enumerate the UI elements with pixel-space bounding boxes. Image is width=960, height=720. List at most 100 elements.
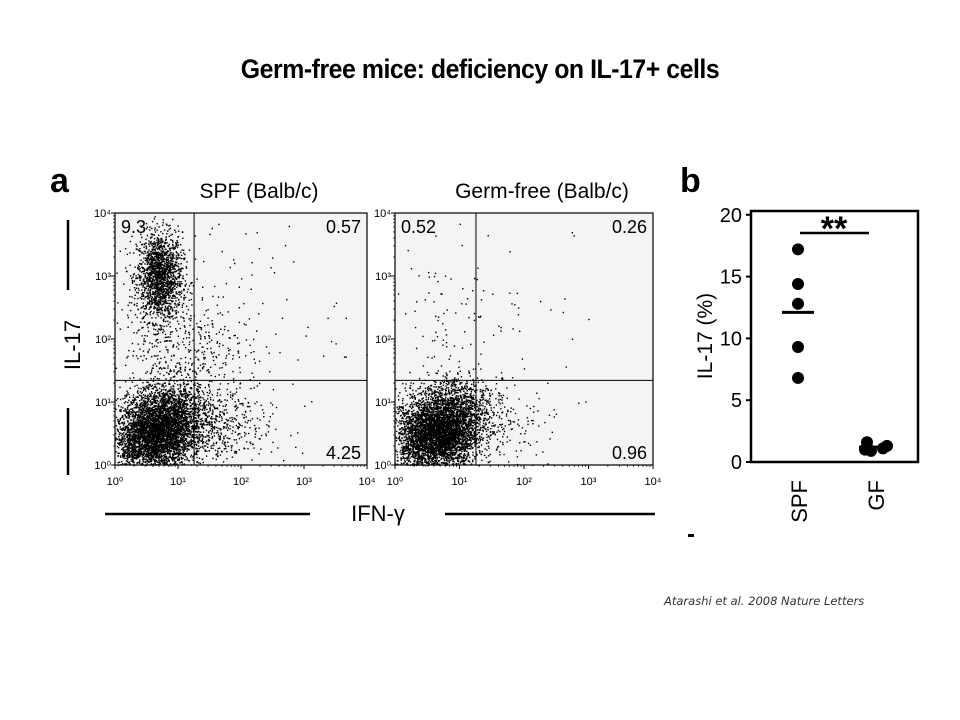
event-dot (152, 364, 154, 367)
event-dot (153, 301, 155, 303)
event-dot (140, 263, 143, 265)
event-dot (172, 243, 174, 246)
event-dot (167, 426, 170, 428)
event-dot (169, 260, 171, 262)
event-dot (160, 457, 163, 459)
event-dot (174, 229, 176, 231)
event-dot (131, 282, 134, 284)
event-dot (160, 420, 162, 422)
event-dot (148, 240, 150, 242)
event-dot (132, 274, 135, 276)
event-dot (164, 281, 166, 284)
event-dot (152, 251, 154, 253)
event-dot (156, 428, 158, 431)
event-dot (120, 464, 122, 466)
event-dot (132, 461, 134, 463)
event-dot (144, 395, 146, 398)
event-dot (133, 252, 135, 254)
event-dot (140, 418, 142, 421)
event-dot (155, 448, 157, 451)
event-dot (138, 444, 141, 447)
event-dot (139, 241, 141, 243)
event-dot (144, 407, 146, 409)
event-dot (176, 246, 179, 249)
event-dot (132, 431, 134, 433)
event-dot (156, 237, 159, 239)
event-dot (171, 309, 174, 311)
event-dot (147, 278, 149, 281)
event-dot (140, 421, 142, 423)
event-dot (168, 243, 170, 245)
event-dot (123, 423, 126, 425)
event-dot (162, 224, 164, 226)
event-dot (131, 277, 133, 279)
event-dot (124, 454, 126, 456)
event-dot (168, 283, 170, 285)
event-dot (121, 438, 123, 441)
event-dot (171, 388, 173, 390)
event-dot (130, 439, 133, 441)
event-dot (169, 287, 171, 289)
event-dot (155, 329, 157, 331)
event-dot (161, 273, 163, 275)
event-dot (162, 300, 164, 302)
event-dot (159, 441, 162, 444)
event-dot (171, 288, 173, 291)
event-dot (154, 412, 156, 415)
event-dot (140, 463, 142, 465)
event-dot (157, 301, 159, 303)
event-dot (160, 285, 163, 287)
event-dot (138, 433, 140, 436)
event-dot (156, 409, 158, 411)
event-dot (139, 405, 142, 408)
event-dot (162, 278, 165, 280)
event-dot (172, 440, 174, 442)
event-dot (169, 265, 171, 267)
event-dot (181, 447, 183, 449)
event-dot (161, 287, 163, 289)
event-dot (198, 433, 200, 435)
event-dot (157, 328, 160, 330)
event-dot (160, 300, 162, 302)
event-dot (171, 287, 173, 289)
event-dot (134, 424, 136, 426)
event-dot (178, 293, 180, 296)
event-dot (158, 226, 160, 228)
event-dot (148, 229, 151, 231)
event-dot (174, 461, 176, 463)
event-dot (149, 406, 151, 409)
event-dot (152, 276, 155, 278)
event-dot (123, 402, 126, 404)
event-dot (166, 251, 169, 253)
event-dot (125, 415, 127, 418)
event-dot (168, 425, 170, 427)
event-dot (162, 264, 164, 266)
event-dot (188, 299, 190, 301)
event-dot (171, 260, 173, 263)
event-dot (133, 446, 136, 449)
event-dot (171, 406, 173, 409)
event-dot (177, 452, 179, 454)
event-dot (146, 295, 148, 298)
event-dot (206, 443, 208, 445)
event-dot (148, 296, 150, 299)
event-dot (142, 437, 145, 440)
event-dot (134, 432, 136, 434)
event-dot (142, 435, 145, 437)
event-dot (138, 447, 141, 450)
event-dot (144, 276, 146, 279)
event-dot (161, 385, 163, 388)
event-dot (171, 447, 173, 449)
event-dot (118, 452, 120, 454)
event-dot (136, 305, 138, 307)
event-dot (152, 266, 155, 268)
event-dot (176, 306, 178, 308)
event-dot (144, 409, 146, 412)
event-dot (146, 297, 149, 300)
event-dot (127, 449, 129, 451)
event-dot (161, 389, 163, 391)
event-dot (123, 434, 125, 437)
event-dot (161, 426, 164, 428)
event-dot (140, 321, 142, 323)
event-dot (178, 403, 180, 405)
